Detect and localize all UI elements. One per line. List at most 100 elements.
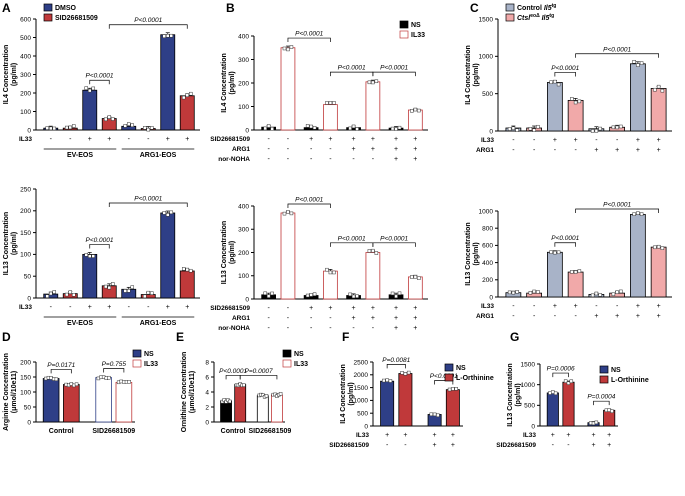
- significance-bracket: [552, 372, 569, 378]
- condition-sign: -: [69, 304, 72, 311]
- condition-sign: -: [267, 146, 270, 153]
- y-axis-label-line: IL4 Concentration: [221, 53, 228, 113]
- bar: [547, 82, 563, 132]
- data-point: [447, 387, 452, 392]
- condition-sign: +: [394, 315, 398, 322]
- data-point: [49, 291, 53, 296]
- panel-B-3: 0 100 200 300 400 IL13 Concentration(pg/ml) P<…: [210, 197, 428, 332]
- condition-sign: -: [287, 325, 290, 332]
- condition-sign: -: [372, 325, 375, 332]
- data-point: [507, 127, 512, 131]
- bar: [567, 271, 584, 298]
- significance-bracket: [386, 364, 406, 369]
- condition-sign: -: [352, 156, 355, 163]
- condition-sign: +: [594, 147, 598, 154]
- data-point: [185, 93, 189, 97]
- condition-sign: +: [371, 305, 375, 312]
- condition-sign: -: [533, 303, 536, 310]
- y-tick-label: 2500: [354, 359, 369, 366]
- category-label: Control: [49, 428, 74, 435]
- condition-sign: -: [552, 442, 555, 449]
- condition-sign: -: [574, 147, 577, 154]
- data-point: [591, 421, 596, 426]
- data-point: [68, 290, 72, 294]
- condition-sign: -: [287, 136, 290, 143]
- data-point: [74, 382, 79, 387]
- data-point: [394, 127, 398, 131]
- data-point: [515, 290, 519, 294]
- significance-bracket: [372, 242, 416, 247]
- condition-sign: -: [287, 156, 290, 163]
- condition-sign: +: [328, 136, 332, 143]
- condition-sign: -: [69, 136, 72, 143]
- condition-sign: -: [533, 147, 536, 154]
- data-point: [189, 91, 193, 96]
- data-point: [150, 291, 154, 295]
- panel-C-5: 0 200 400 600 800 1000 IL13 Concentration(pg/m…: [465, 202, 672, 320]
- data-point: [169, 33, 174, 38]
- condition-sign: +: [371, 136, 375, 143]
- y-tick-label: 400: [482, 260, 493, 267]
- bar: [256, 395, 269, 423]
- legend-swatch: [399, 20, 409, 29]
- data-point: [162, 211, 166, 215]
- condition-sign: +: [166, 136, 170, 143]
- bar: [547, 251, 563, 298]
- condition-sign: -: [574, 313, 577, 320]
- condition-sign: +: [352, 146, 356, 153]
- panel-letter: D: [2, 330, 11, 344]
- panel-letter: E: [176, 330, 184, 344]
- p-value: P<0.0001: [603, 202, 631, 209]
- panel-E-7: E 0 2 4 6 8 Ornithine Concentration(μmol/10e11…: [176, 330, 308, 435]
- condition-sign: +: [166, 304, 170, 311]
- data-point: [636, 211, 640, 215]
- y-axis-label-line: (pg/ml): [473, 63, 480, 86]
- legend-swatch: [505, 13, 515, 22]
- p-value: P=0.755: [102, 361, 127, 368]
- condition-sign: +: [352, 315, 356, 322]
- data-point: [569, 379, 574, 384]
- condition-sign: +: [451, 442, 455, 449]
- data-point: [656, 84, 661, 89]
- data-point: [563, 379, 568, 383]
- data-point: [185, 267, 189, 272]
- data-point: [511, 290, 516, 295]
- legend-swatch: [599, 365, 609, 374]
- data-point: [382, 378, 386, 383]
- y-axis-label: IL13 Concentration(pg/ml): [465, 222, 480, 285]
- panel-letter: C: [470, 1, 479, 15]
- data-point: [397, 125, 402, 130]
- condition-sign: +: [551, 432, 555, 439]
- data-point: [289, 211, 294, 216]
- bar: [160, 212, 176, 299]
- data-point: [577, 269, 582, 273]
- data-point: [130, 285, 135, 289]
- data-point: [413, 107, 418, 112]
- p-value: P=0.0006: [547, 366, 575, 373]
- condition-sign: +: [413, 156, 417, 163]
- y-tick-label: 1000: [354, 398, 369, 405]
- condition-label: ARG1: [476, 313, 494, 320]
- condition-sign: +: [413, 146, 417, 153]
- condition-sign: -: [386, 442, 389, 449]
- condition-sign: -: [329, 156, 332, 163]
- legend-label: IL33: [411, 32, 425, 39]
- data-point: [653, 245, 657, 250]
- y-axis-label-line: (μmol/10e11): [189, 371, 196, 413]
- bar: [160, 34, 176, 131]
- condition-sign: +: [607, 442, 611, 449]
- condition-sign: -: [512, 137, 515, 144]
- legend-label-part: Il5: [540, 15, 550, 22]
- bar: [445, 389, 460, 427]
- condition-sign: +: [403, 432, 407, 439]
- legend-swatch: [282, 349, 292, 358]
- bar: [179, 270, 195, 299]
- data-point: [278, 392, 283, 396]
- data-point: [553, 79, 557, 84]
- condition-sign: -: [352, 325, 355, 332]
- p-value: P=0.0081: [382, 357, 410, 364]
- legend-label: NS: [611, 367, 621, 374]
- y-tick-label: 200: [20, 359, 31, 366]
- data-point: [52, 290, 57, 294]
